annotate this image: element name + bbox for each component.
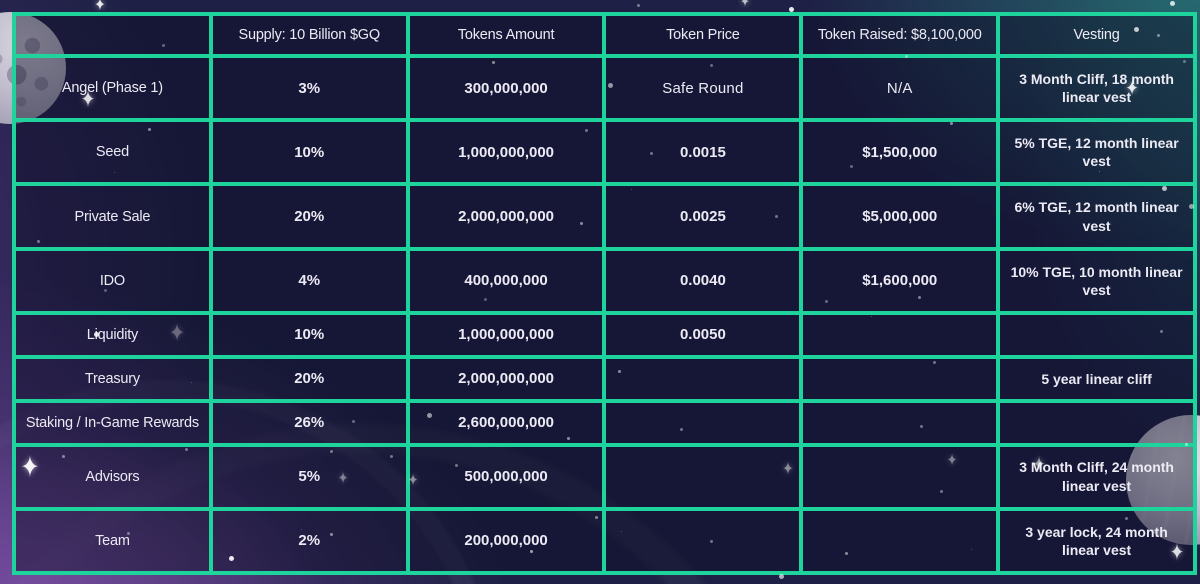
tokens-cell: 500,000,000 (405, 442, 607, 511)
row-label: Liquidity (12, 310, 213, 359)
supply-cell: 20% (208, 182, 410, 251)
col-header-price: Token Price (602, 12, 804, 58)
header-row: Supply: 10 Billion $GQ Tokens Amount Token… (12, 12, 1197, 58)
tokens-cell: 400,000,000 (405, 246, 607, 315)
vesting-cell (996, 310, 1197, 359)
table-row: Angel (Phase 1) 3% 300,000,000 Safe Round N/… (12, 53, 1197, 123)
row-label: IDO (12, 246, 213, 315)
raised-cell: $1,500,000 (799, 118, 1001, 187)
supply-cell: 2% (208, 506, 410, 576)
price-cell (602, 442, 804, 511)
vesting-cell: 6% TGE, 12 month linear vest (996, 182, 1197, 251)
raised-cell: N/A (799, 53, 1001, 123)
table-row: Treasury 20% 2,000,000,000 5 year linear cl… (12, 354, 1197, 403)
price-cell (602, 354, 804, 403)
price-cell (602, 506, 804, 576)
row-label: Angel (Phase 1) (12, 53, 213, 123)
row-label: Advisors (12, 442, 213, 511)
price-cell: 0.0025 (602, 182, 804, 251)
tokens-cell: 300,000,000 (405, 53, 607, 123)
vesting-cell: 10% TGE, 10 month linear vest (996, 246, 1197, 315)
table-row: Advisors 5% 500,000,000 3 Month Cliff, 24 m… (12, 442, 1197, 511)
price-cell: 0.0015 (602, 118, 804, 187)
price-cell: 0.0040 (602, 246, 804, 315)
raised-cell (799, 310, 1001, 359)
col-header-allocation (12, 12, 213, 58)
row-label: Team (12, 506, 213, 576)
supply-cell: 10% (208, 118, 410, 187)
vesting-cell: 3 Month Cliff, 24 month linear vest (996, 442, 1197, 511)
table-body: Angel (Phase 1) 3% 300,000,000 Safe Round N/… (12, 53, 1197, 576)
col-header-supply: Supply: 10 Billion $GQ (208, 12, 410, 58)
table-row: Team 2% 200,000,000 3 year lock, 24 month l… (12, 506, 1197, 576)
raised-cell: $5,000,000 (799, 182, 1001, 251)
row-label: Private Sale (12, 182, 213, 251)
row-label: Treasury (12, 354, 213, 403)
row-label: Seed (12, 118, 213, 187)
tokens-cell: 200,000,000 (405, 506, 607, 576)
raised-cell (799, 506, 1001, 576)
col-header-raised: Token Raised: $8,100,000 (799, 12, 1001, 58)
table-row: Liquidity 10% 1,000,000,000 0.0050 (12, 310, 1197, 359)
supply-cell: 4% (208, 246, 410, 315)
supply-cell: 3% (208, 53, 410, 123)
vesting-cell: 5 year linear cliff (996, 354, 1197, 403)
vesting-cell: 5% TGE, 12 month linear vest (996, 118, 1197, 187)
col-header-tokens: Tokens Amount (405, 12, 607, 58)
table-row: IDO 4% 400,000,000 0.0040 $1,600,000 10% TGE,… (12, 246, 1197, 315)
tokens-cell: 1,000,000,000 (405, 118, 607, 187)
tokens-cell: 2,000,000,000 (405, 354, 607, 403)
raised-cell: $1,600,000 (799, 246, 1001, 315)
price-cell: Safe Round (602, 53, 804, 123)
table-row: Private Sale 20% 2,000,000,000 0.0025 $5,000… (12, 182, 1197, 251)
vesting-cell: 3 Month Cliff, 18 month linear vest (996, 53, 1197, 123)
vesting-cell (996, 398, 1197, 447)
tokens-cell: 2,600,000,000 (405, 398, 607, 447)
tokens-cell: 1,000,000,000 (405, 310, 607, 359)
price-cell: 0.0050 (602, 310, 804, 359)
vesting-cell: 3 year lock, 24 month linear vest (996, 506, 1197, 576)
raised-cell (799, 354, 1001, 403)
supply-cell: 26% (208, 398, 410, 447)
supply-cell: 20% (208, 354, 410, 403)
tokens-cell: 2,000,000,000 (405, 182, 607, 251)
tokenomics-table: Supply: 10 Billion $GQ Tokens Amount Token… (12, 12, 1197, 576)
supply-cell: 10% (208, 310, 410, 359)
table-row: Staking / In-Game Rewards 26% 2,600,000,00… (12, 398, 1197, 447)
price-cell (602, 398, 804, 447)
supply-cell: 5% (208, 442, 410, 511)
table-header: Supply: 10 Billion $GQ Tokens Amount Token… (12, 12, 1197, 58)
table-row: Seed 10% 1,000,000,000 0.0015 $1,500,000 5% T… (12, 118, 1197, 187)
row-label: Staking / In-Game Rewards (12, 398, 213, 447)
col-header-vesting: Vesting (996, 12, 1197, 58)
raised-cell (799, 398, 1001, 447)
raised-cell (799, 442, 1001, 511)
